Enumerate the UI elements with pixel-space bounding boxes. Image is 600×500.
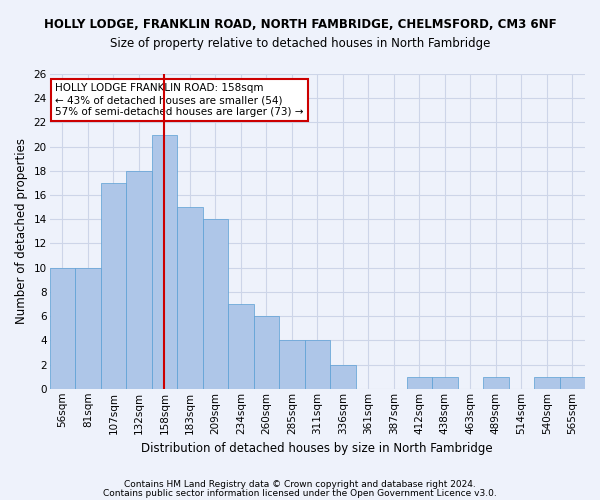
Bar: [50, 268, 75, 389]
Bar: [177, 207, 203, 389]
Bar: [126, 171, 152, 389]
Bar: [279, 340, 305, 389]
Text: HOLLY LODGE FRANKLIN ROAD: 158sqm
← 43% of detached houses are smaller (54)
57% : HOLLY LODGE FRANKLIN ROAD: 158sqm ← 43% …: [55, 84, 304, 116]
Bar: [407, 376, 432, 389]
Bar: [432, 376, 458, 389]
Text: Contains HM Land Registry data © Crown copyright and database right 2024.: Contains HM Land Registry data © Crown c…: [124, 480, 476, 489]
Bar: [101, 183, 126, 389]
Bar: [203, 220, 228, 389]
Text: HOLLY LODGE, FRANKLIN ROAD, NORTH FAMBRIDGE, CHELMSFORD, CM3 6NF: HOLLY LODGE, FRANKLIN ROAD, NORTH FAMBRI…: [44, 18, 556, 30]
Bar: [534, 376, 560, 389]
Bar: [305, 340, 330, 389]
Bar: [254, 316, 279, 389]
Text: Size of property relative to detached houses in North Fambridge: Size of property relative to detached ho…: [110, 38, 490, 51]
Bar: [560, 376, 585, 389]
X-axis label: Distribution of detached houses by size in North Fambridge: Distribution of detached houses by size …: [142, 442, 493, 455]
Bar: [152, 134, 177, 389]
Y-axis label: Number of detached properties: Number of detached properties: [15, 138, 28, 324]
Bar: [75, 268, 101, 389]
Bar: [483, 376, 509, 389]
Bar: [228, 304, 254, 389]
Text: Contains public sector information licensed under the Open Government Licence v3: Contains public sector information licen…: [103, 488, 497, 498]
Bar: [330, 364, 356, 389]
